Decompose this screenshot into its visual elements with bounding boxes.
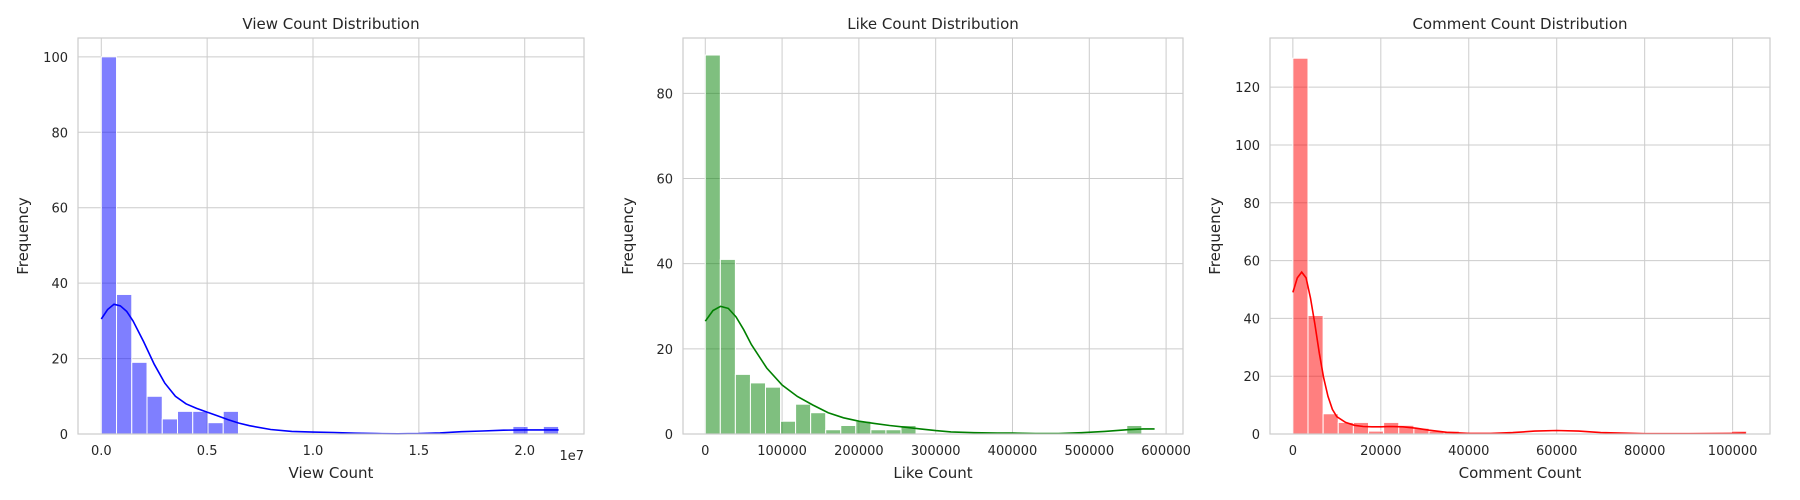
x-axis-label: Comment Count bbox=[1459, 464, 1582, 482]
kde-line bbox=[1292, 270, 1746, 435]
x-tick-label: 200000 bbox=[834, 444, 884, 459]
y-tick-label: 60 bbox=[1243, 255, 1260, 270]
axes-frame bbox=[1269, 37, 1771, 435]
view-count-chart: 0.0 0.5 1.0 1.5 2.0 0 20 40 60 80 100 1e7 View Count… bbox=[14, 15, 585, 482]
histogram-bar bbox=[825, 429, 842, 435]
y-tick-label: 40 bbox=[1243, 312, 1260, 327]
x-tick-label: 600000 bbox=[1141, 444, 1191, 459]
chart-title: View Count Distribution bbox=[242, 15, 419, 33]
histogram-bar bbox=[810, 412, 827, 435]
histogram-bar bbox=[780, 420, 797, 435]
x-tick-label: 80000 bbox=[1624, 444, 1665, 459]
histogram-bar bbox=[719, 258, 736, 435]
x-axis-label: View Count bbox=[289, 464, 374, 482]
y-tick-label: 40 bbox=[51, 277, 68, 292]
histogram-bar bbox=[1383, 421, 1400, 435]
like-count-chart: 0 100000 200000 300000 400000 500000 600000 0 20… bbox=[619, 15, 1191, 482]
histogram-bar bbox=[704, 54, 721, 435]
comment-count-chart: 0 20000 40000 60000 80000 100000 0 20 40 60 80 100 1… bbox=[1206, 15, 1771, 482]
y-axis-label: Frequency bbox=[14, 197, 32, 275]
y-tick-label: 0 bbox=[665, 428, 673, 443]
histogram-bar bbox=[100, 56, 118, 435]
x-tick-label: 0 bbox=[701, 444, 709, 459]
kde-line bbox=[100, 303, 559, 435]
y-tick-label: 80 bbox=[1243, 197, 1260, 212]
histogram-bar bbox=[192, 410, 209, 435]
histogram-bar bbox=[840, 424, 857, 435]
x-tick-label: 0.0 bbox=[91, 444, 112, 459]
x-tick-label: 400000 bbox=[988, 444, 1038, 459]
x-tick-label: 500000 bbox=[1064, 444, 1114, 459]
x-tick-label: 2.0 bbox=[514, 444, 535, 459]
x-tick-label: 0 bbox=[1289, 444, 1297, 459]
x-tick-label: 300000 bbox=[911, 444, 961, 459]
histogram-bar bbox=[749, 382, 766, 435]
y-tick-label: 80 bbox=[656, 87, 673, 102]
y-tick-label: 60 bbox=[656, 173, 673, 188]
axes-frame bbox=[77, 37, 585, 435]
histogram-bar bbox=[1292, 57, 1309, 435]
chart-title: Comment Count Distribution bbox=[1412, 15, 1627, 33]
histogram-bar bbox=[177, 410, 194, 435]
x-tick-label: 100000 bbox=[757, 444, 807, 459]
histogram-bar bbox=[795, 403, 812, 435]
x-tick-label: 1.5 bbox=[409, 444, 430, 459]
x-offset-label: 1e7 bbox=[559, 449, 584, 464]
y-tick-label: 20 bbox=[51, 353, 68, 368]
x-tick-label: 0.5 bbox=[197, 444, 218, 459]
histogram-bar bbox=[870, 429, 887, 435]
y-tick-label: 20 bbox=[656, 343, 673, 358]
x-tick-label: 60000 bbox=[1536, 444, 1577, 459]
histogram-bar bbox=[885, 429, 902, 435]
histogram-bar bbox=[764, 386, 782, 435]
y-tick-label: 120 bbox=[1235, 81, 1260, 96]
y-tick-label: 0 bbox=[60, 428, 68, 443]
x-tick-label: 20000 bbox=[1360, 444, 1401, 459]
chart-title: Like Count Distribution bbox=[847, 15, 1019, 33]
axes-frame bbox=[682, 37, 1184, 435]
y-axis-label: Frequency bbox=[619, 197, 637, 275]
x-axis-label: Like Count bbox=[893, 464, 972, 482]
histogram-bar bbox=[161, 418, 179, 435]
histogram-bar bbox=[1352, 421, 1370, 435]
y-tick-label: 40 bbox=[656, 258, 673, 273]
y-tick-label: 100 bbox=[43, 51, 68, 66]
y-tick-label: 100 bbox=[1235, 139, 1260, 154]
x-tick-label: 1.0 bbox=[303, 444, 324, 459]
y-tick-label: 60 bbox=[51, 202, 68, 217]
histogram-bar bbox=[131, 361, 148, 435]
y-tick-label: 0 bbox=[1252, 428, 1260, 443]
histogram-bar bbox=[734, 373, 751, 435]
x-tick-label: 40000 bbox=[1448, 444, 1489, 459]
y-axis-label: Frequency bbox=[1206, 197, 1224, 275]
x-tick-label: 100000 bbox=[1708, 444, 1758, 459]
histogram-bar bbox=[146, 395, 163, 435]
y-tick-label: 80 bbox=[51, 126, 68, 141]
y-tick-label: 20 bbox=[1243, 370, 1260, 385]
histogram-bar bbox=[207, 422, 224, 435]
